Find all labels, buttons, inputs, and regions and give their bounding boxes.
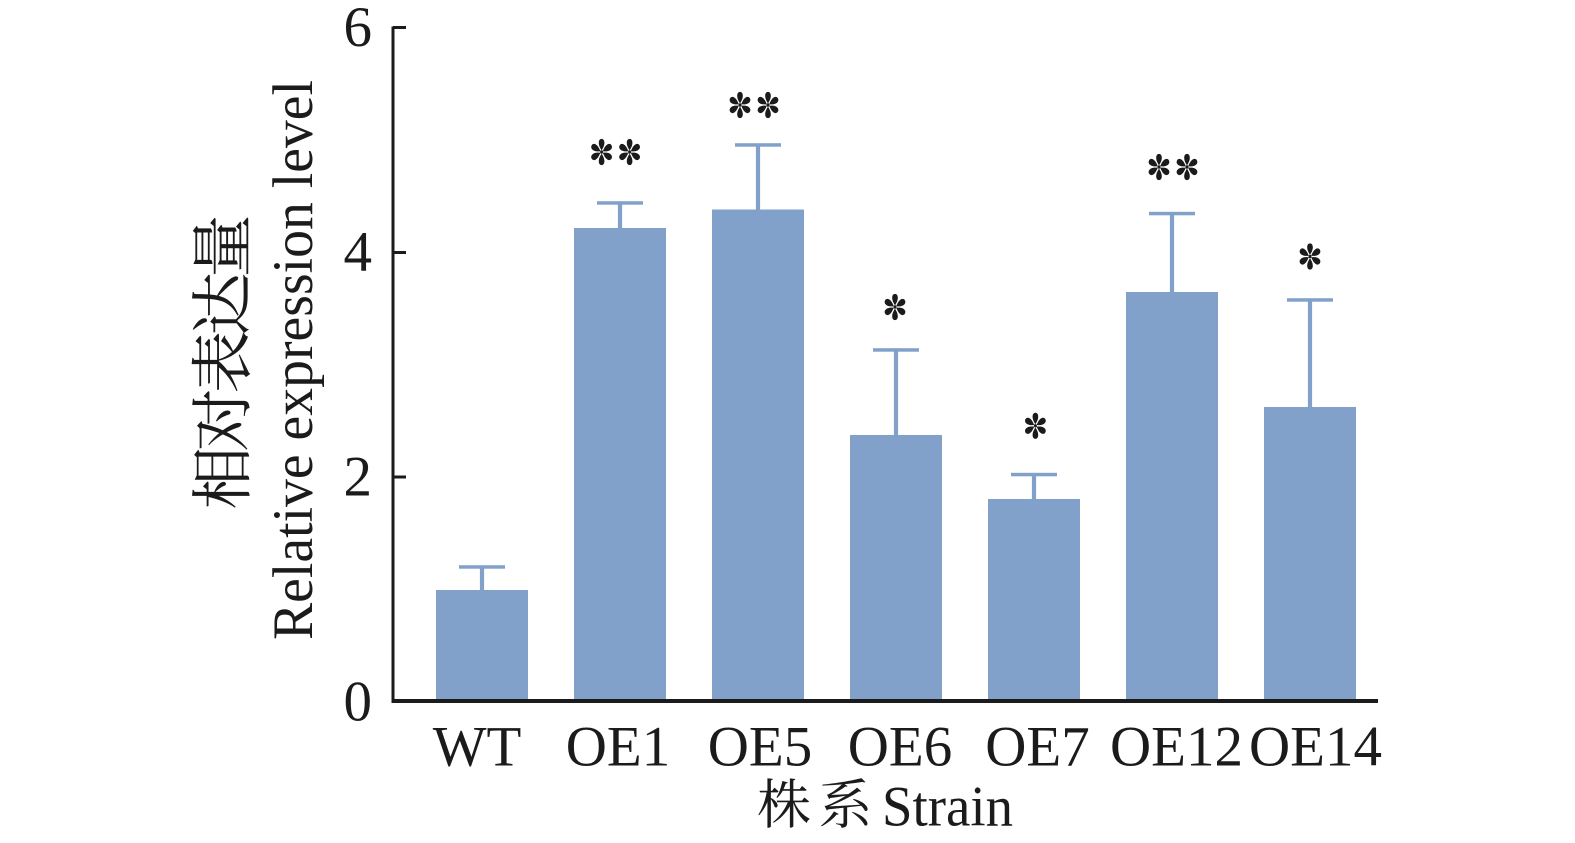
svg-text:Strain: Strain: [882, 776, 1013, 839]
svg-text:OE12: OE12: [1110, 716, 1243, 779]
svg-text:Relative expression level: Relative expression level: [262, 80, 325, 640]
svg-text:0: 0: [344, 671, 373, 734]
svg-text:4: 4: [344, 221, 373, 284]
svg-text:2: 2: [344, 446, 373, 509]
svg-text:6: 6: [344, 0, 373, 59]
svg-text:OE5: OE5: [708, 716, 812, 779]
svg-text:OE7: OE7: [985, 716, 1089, 779]
svg-text:OE14: OE14: [1249, 716, 1382, 779]
svg-text:OE1: OE1: [566, 716, 670, 779]
svg-text:OE6: OE6: [848, 716, 952, 779]
svg-text:WT: WT: [433, 716, 522, 779]
